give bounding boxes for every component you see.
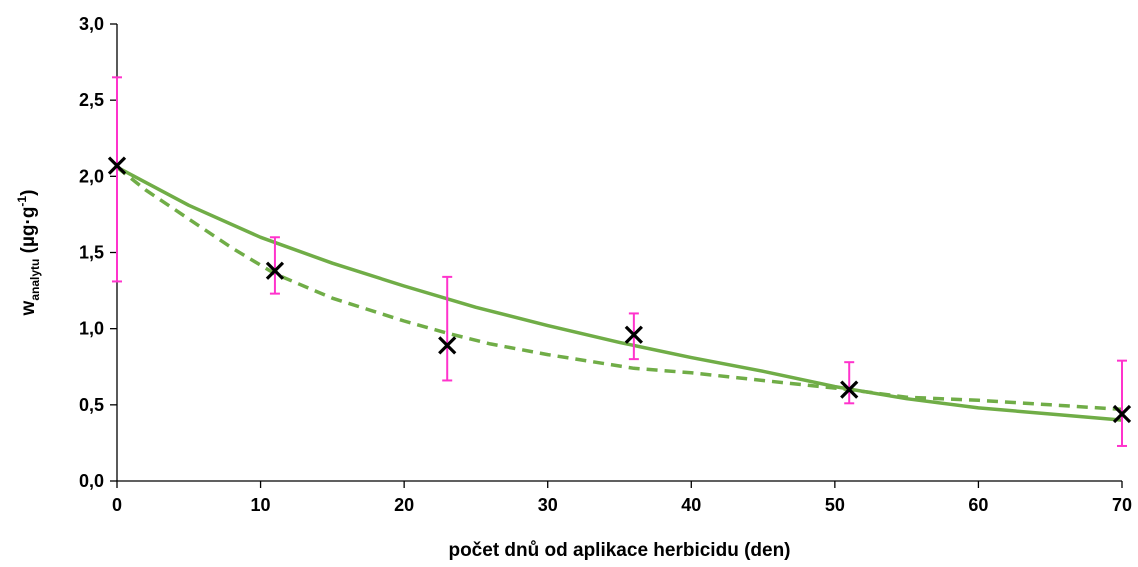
x-tick-label: 10 [251,495,271,515]
y-axis-title-superscript: -1 [15,196,29,207]
y-tick-label: 0,0 [79,471,104,491]
solid-fit-curve [116,165,1123,422]
data-point [265,261,285,280]
y-axis-title-main: w [18,300,39,316]
x-tick-label: 70 [1112,495,1132,515]
y-tick-label: 0,5 [79,395,104,415]
data-point [624,325,643,344]
error-bars [112,76,1127,447]
x-tick-label: 60 [968,495,988,515]
y-axis-title-unit-close: ) [18,190,39,196]
data-point [1112,404,1132,424]
y-tick-label: 1,5 [79,243,104,263]
y-axis-title: wanalytu (µg·g-1) [15,190,42,317]
data-point [438,336,457,355]
data-point [840,380,859,399]
error-bar [844,361,855,405]
error-bar [1117,359,1127,447]
axes [116,24,1122,482]
y-axis-title-unit: (µg·g [18,207,39,259]
error-bar [112,76,122,283]
error-bar [442,275,453,382]
x-tick-label: 30 [538,495,558,515]
data-markers [107,156,1132,424]
x-axis-title: počet dnů od aplikace herbicidu (den) [448,540,790,561]
y-tick-label: 1,0 [79,319,104,339]
fit-curves [115,165,1123,422]
x-tick-label: 20 [394,495,414,515]
y-axis-ticks: 0,0 0,5 1,0 1,5 2,0 2,5 3,0 [79,14,117,491]
data-point [107,156,127,175]
x-tick-label: 0 [112,495,122,515]
y-tick-label: 2,0 [79,166,104,186]
y-tick-label: 3,0 [79,14,104,34]
x-tick-label: 40 [681,495,701,515]
dashed-fit-curve [115,165,1123,412]
x-axis-ticks: 0 10 20 30 40 50 60 70 [112,481,1132,515]
y-tick-label: 2,5 [79,90,104,110]
error-bar [269,236,280,295]
x-tick-label: 50 [825,495,845,515]
y-axis-title-subscript: analytu [28,259,42,301]
